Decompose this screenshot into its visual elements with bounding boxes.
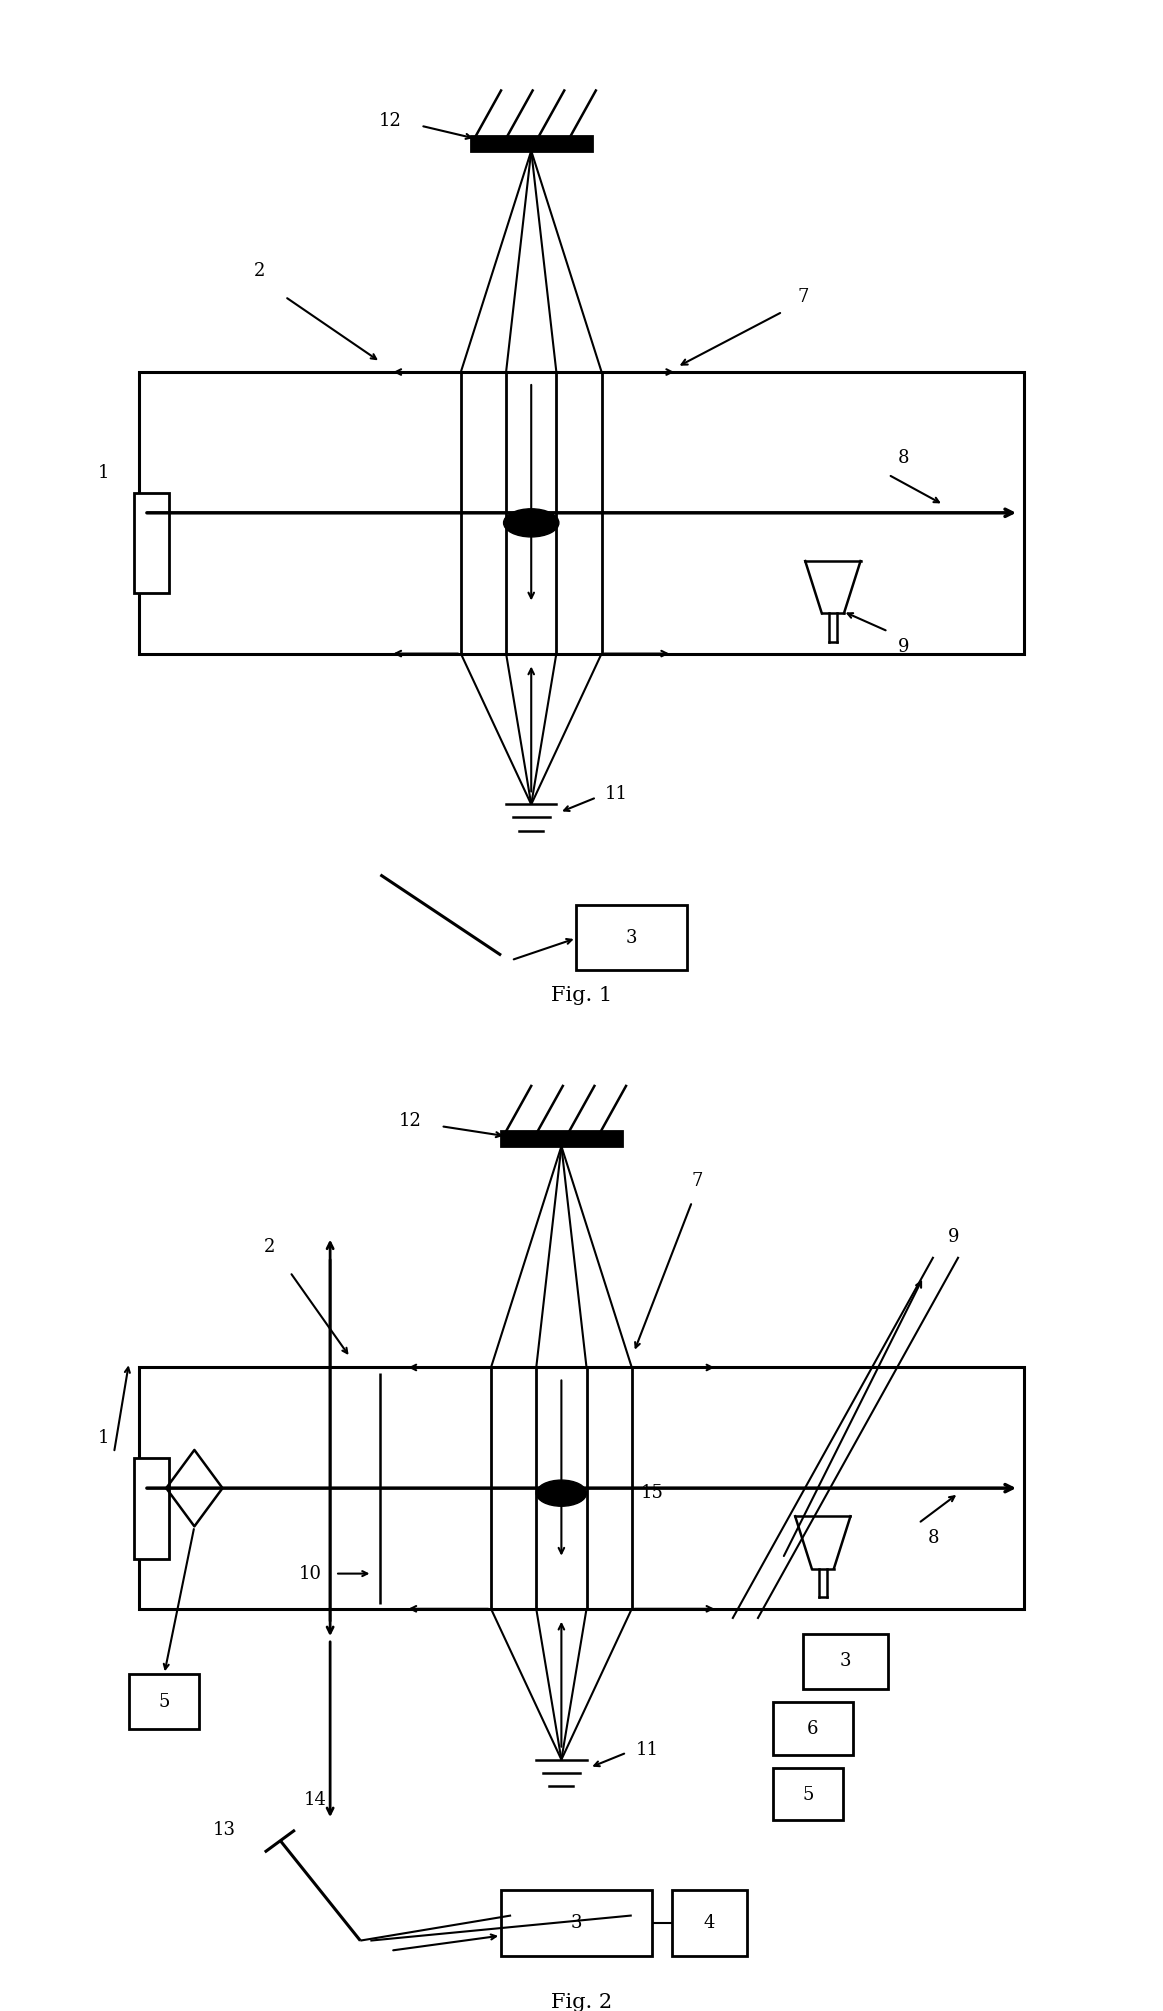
Text: 5: 5 xyxy=(802,1786,813,1804)
Ellipse shape xyxy=(536,1480,586,1506)
Bar xyxy=(577,905,687,971)
Text: 2: 2 xyxy=(254,263,265,280)
Text: 3: 3 xyxy=(840,1653,850,1669)
Text: 4: 4 xyxy=(704,1914,715,1931)
Bar xyxy=(140,372,1023,654)
Text: Fig. 2: Fig. 2 xyxy=(551,1993,612,2011)
Text: 7: 7 xyxy=(797,288,808,306)
Text: 3: 3 xyxy=(571,1914,583,1931)
Bar xyxy=(501,1890,652,1955)
Bar xyxy=(129,1673,199,1729)
Text: 9: 9 xyxy=(948,1229,959,1245)
Text: 12: 12 xyxy=(379,113,402,129)
Bar xyxy=(501,1130,622,1146)
Text: 9: 9 xyxy=(898,637,909,656)
Text: 14: 14 xyxy=(304,1792,327,1808)
Text: 1: 1 xyxy=(98,465,109,481)
Bar xyxy=(802,1633,889,1689)
Bar xyxy=(772,1768,843,1820)
Bar xyxy=(134,1458,170,1559)
Text: 8: 8 xyxy=(898,448,909,467)
Bar xyxy=(134,493,170,593)
Bar xyxy=(772,1701,852,1754)
Text: 7: 7 xyxy=(692,1172,702,1191)
Text: 3: 3 xyxy=(626,929,637,947)
Bar xyxy=(672,1890,748,1955)
Text: 2: 2 xyxy=(264,1239,276,1255)
Text: 10: 10 xyxy=(299,1565,321,1583)
Text: 6: 6 xyxy=(807,1721,819,1738)
Text: 12: 12 xyxy=(399,1112,422,1130)
Text: 8: 8 xyxy=(928,1530,940,1546)
Text: 11: 11 xyxy=(605,786,628,802)
Text: Fig. 1: Fig. 1 xyxy=(551,985,612,1006)
Text: 15: 15 xyxy=(641,1484,663,1502)
Text: 13: 13 xyxy=(213,1822,236,1838)
Bar xyxy=(140,1367,1023,1609)
Text: 5: 5 xyxy=(158,1693,170,1711)
Text: 11: 11 xyxy=(635,1742,658,1758)
Bar xyxy=(471,137,592,151)
Ellipse shape xyxy=(504,509,559,537)
Text: 1: 1 xyxy=(98,1430,109,1446)
